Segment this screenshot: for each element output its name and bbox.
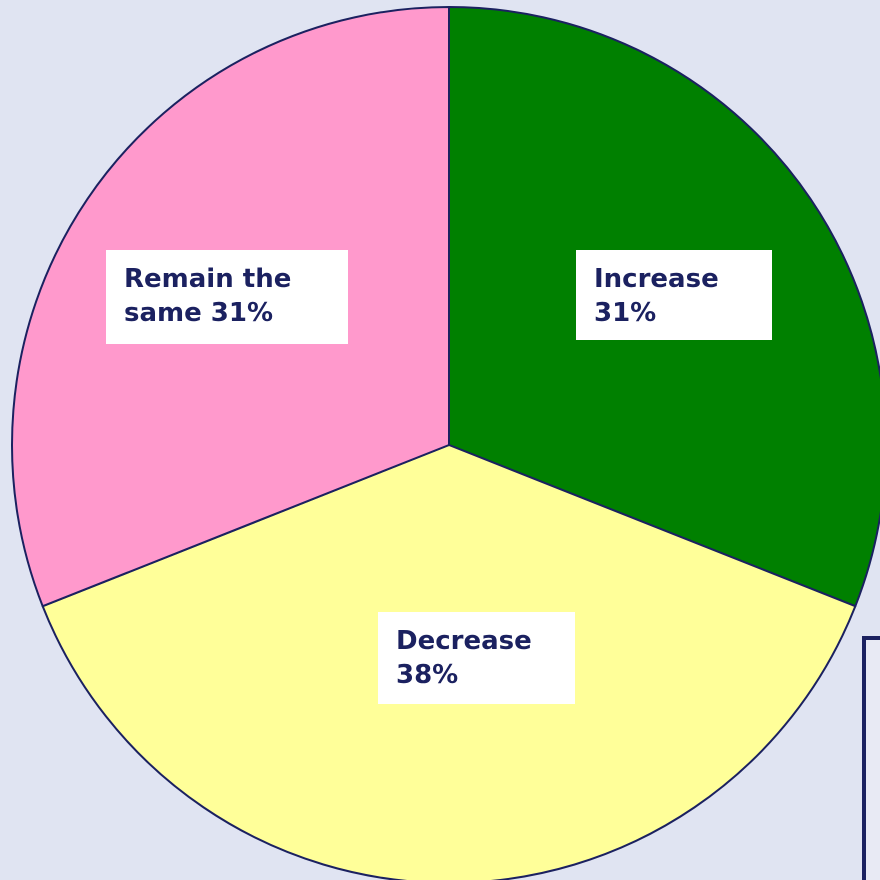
data-label-decrease: Decrease 38% xyxy=(378,612,575,704)
pie-slices xyxy=(11,6,880,880)
data-label-increase: Increase 31% xyxy=(576,250,772,340)
edge-panel xyxy=(862,636,880,880)
data-label-remain-the-same: Remain the same 31% xyxy=(106,250,348,344)
